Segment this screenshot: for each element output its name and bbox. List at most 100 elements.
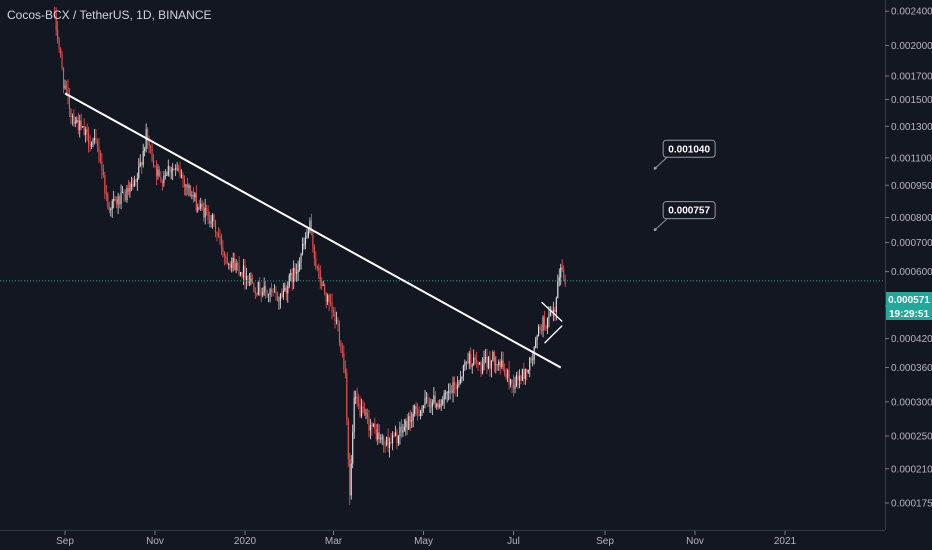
candle-body: [288, 275, 290, 286]
candle: [178, 164, 180, 173]
candle-body: [437, 403, 439, 408]
candle-body: [161, 180, 163, 184]
candle: [211, 213, 214, 229]
candle-body: [91, 141, 93, 147]
candle: [445, 389, 447, 400]
candle-body: [468, 353, 470, 364]
candle-body: [259, 281, 261, 295]
candle: [557, 274, 559, 299]
candle: [396, 428, 398, 450]
candle-body: [489, 357, 491, 369]
candle: [135, 178, 137, 186]
candle-body: [241, 272, 243, 277]
candle: [155, 160, 158, 186]
candle: [464, 359, 466, 371]
price-axis-label: 0.002400: [891, 7, 932, 18]
candle-body: [124, 193, 127, 201]
price-axis-label: 0.000300: [891, 397, 932, 408]
candle-body: [178, 167, 180, 170]
pennant-lower-line[interactable]: [544, 325, 563, 344]
candle: [337, 316, 339, 332]
price-callout[interactable]: 0.000757: [653, 201, 716, 232]
candle-body: [207, 209, 209, 221]
candle-body: [487, 357, 489, 368]
price-callout[interactable]: 0.001040: [653, 139, 716, 170]
candle-body: [365, 413, 367, 415]
candle-body: [123, 192, 125, 194]
candle-body: [316, 266, 318, 268]
candle-body: [151, 146, 153, 161]
candle: [195, 185, 197, 213]
candle: [462, 364, 464, 381]
candle: [231, 257, 233, 273]
candle: [443, 390, 445, 409]
candle-body: [176, 167, 178, 169]
candle-body: [133, 180, 135, 187]
candle-body: [150, 145, 152, 147]
candle-body: [271, 289, 273, 292]
candle: [80, 113, 82, 131]
candle-body: [362, 406, 364, 408]
candle: [247, 275, 249, 286]
candle-body: [526, 369, 528, 373]
candle-body: [427, 397, 429, 402]
candle: [505, 368, 507, 381]
candle: [107, 191, 109, 210]
candle: [424, 389, 426, 409]
candle: [334, 307, 336, 329]
candle: [316, 265, 318, 272]
candle-body: [144, 148, 146, 152]
candle: [427, 393, 429, 408]
candle: [498, 359, 500, 371]
candle: [108, 201, 110, 213]
candle-body: [486, 357, 488, 368]
candle-body: [272, 291, 274, 293]
candle-body: [449, 390, 451, 392]
candle: [375, 424, 377, 442]
candle: [387, 428, 389, 453]
candle-body: [458, 383, 460, 386]
candle-body: [138, 166, 140, 179]
candle-body: [95, 137, 97, 142]
candle: [530, 356, 532, 364]
candle: [276, 291, 279, 302]
candle: [223, 250, 225, 266]
price-axis-label: 0.001500: [891, 95, 932, 106]
drawings-layer[interactable]: 0.001040 0.000757: [64, 92, 716, 369]
candle: [451, 385, 453, 394]
candle-body: [120, 192, 122, 205]
candle-body: [505, 373, 507, 378]
candle: [278, 296, 280, 310]
candle: [251, 274, 253, 284]
candle: [434, 391, 436, 409]
candle-body: [185, 184, 187, 187]
candle: [527, 369, 529, 375]
candle: [390, 432, 392, 445]
plot-area[interactable]: 0.001040 0.000757: [0, 6, 885, 505]
pennant-upper-line[interactable]: [541, 301, 563, 322]
candle-body: [330, 301, 332, 303]
time-axis[interactable]: Sep Nov 2020 Mar May Jul Sep Nov 2021: [56, 531, 797, 547]
descending-trendline[interactable]: [64, 92, 562, 369]
candle-body: [73, 115, 75, 124]
candle-body: [232, 258, 234, 263]
candle: [363, 402, 366, 417]
candle-body: [285, 287, 287, 294]
candle: [167, 159, 169, 177]
candle: [126, 184, 128, 203]
bar-countdown-box: [886, 306, 932, 320]
candle: [386, 436, 388, 447]
candle: [371, 421, 373, 436]
candle: [70, 108, 72, 125]
candle-body: [167, 166, 169, 176]
candle-body: [93, 137, 96, 140]
price-axis[interactable]: 0.002400 0.002000 0.001700 0.001500 0.001300…: [885, 7, 932, 510]
candle-body: [560, 267, 562, 278]
candle: [406, 414, 408, 436]
candle: [284, 282, 286, 292]
candle-body: [431, 402, 433, 407]
candle-body: [197, 207, 199, 211]
price-axis-label: 0.000210: [891, 464, 932, 475]
candle-body: [481, 364, 484, 374]
